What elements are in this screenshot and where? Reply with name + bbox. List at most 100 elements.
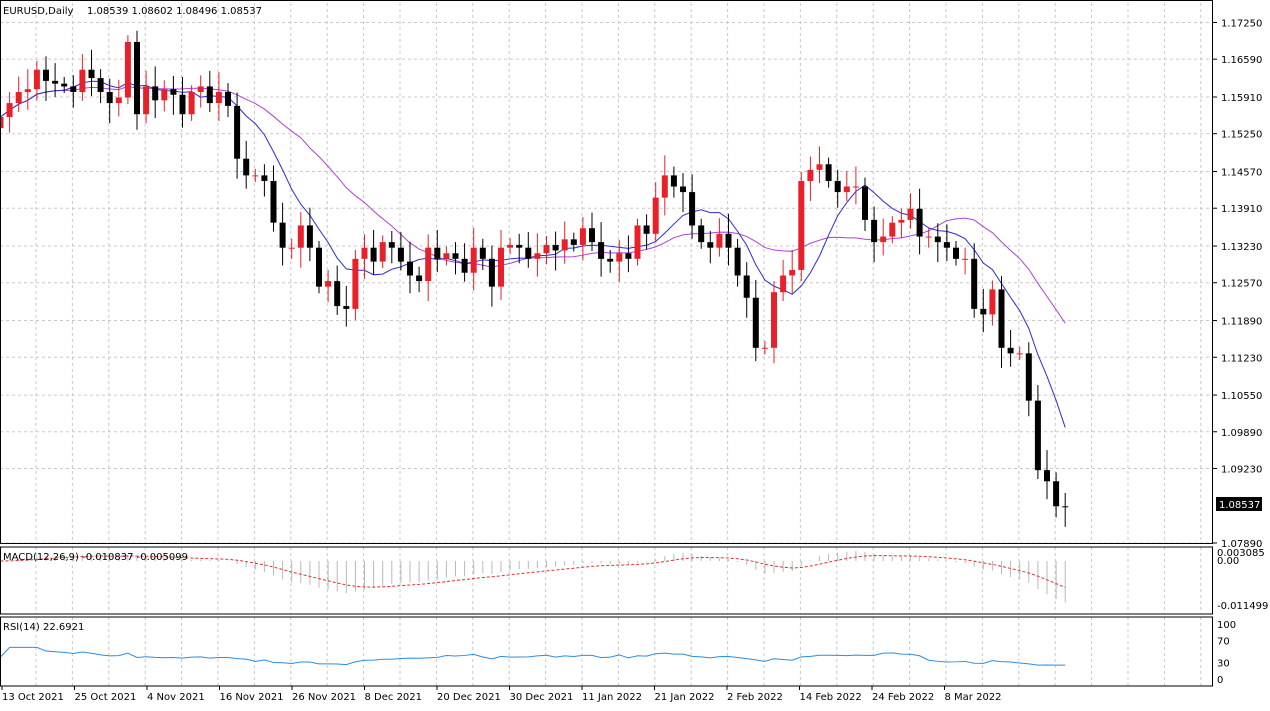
candle-body — [197, 86, 204, 92]
candle — [579, 217, 586, 261]
candle — [97, 69, 104, 104]
candle-body — [825, 164, 832, 181]
candle — [152, 66, 159, 119]
candle-body — [998, 289, 1005, 348]
price-tick-label: 1.09230 — [1221, 464, 1262, 475]
candle-body — [980, 308, 987, 315]
candle — [61, 76, 68, 94]
macd-tick-label: -0.011499 — [1217, 601, 1268, 612]
candle-body — [625, 253, 632, 259]
moving-averages — [0, 80, 1066, 428]
candle — [215, 71, 222, 121]
candle-body — [352, 258, 359, 309]
candle-body — [1016, 353, 1023, 355]
candle-body — [234, 105, 241, 159]
candle — [179, 76, 186, 128]
candle-body — [616, 253, 623, 262]
candle — [134, 30, 140, 130]
candle-body — [79, 69, 86, 92]
candle — [789, 249, 796, 294]
candle-body — [470, 247, 477, 273]
candle — [297, 212, 304, 268]
candle-body — [761, 347, 768, 349]
candle — [43, 56, 49, 101]
candle — [670, 166, 677, 198]
candle-body — [652, 197, 659, 234]
candle-body — [598, 242, 605, 259]
candle — [816, 146, 823, 184]
candle-body — [680, 186, 686, 193]
candle-body — [461, 258, 468, 273]
candle — [570, 232, 577, 252]
candle — [980, 288, 987, 333]
candle-body — [179, 94, 186, 115]
candle — [206, 70, 213, 113]
time-tick-label: 24 Feb 2022 — [872, 692, 934, 703]
candle — [752, 279, 759, 362]
time-tick-label: 14 Feb 2022 — [800, 692, 862, 703]
candle — [880, 218, 887, 256]
candle — [334, 265, 341, 315]
candle — [352, 249, 359, 320]
current-price-label: 1.08537 — [1219, 500, 1260, 511]
candle-body — [288, 247, 295, 249]
candle-body — [225, 91, 231, 106]
candle — [761, 341, 768, 355]
candle — [343, 286, 350, 327]
candle-body — [43, 69, 49, 81]
price-axis: 1.17250 1.16590 1.15910 1.15250 1.14570 1.139… — [1213, 18, 1262, 550]
candle-body — [188, 91, 195, 115]
candle-body — [834, 180, 841, 193]
candle-body — [161, 89, 168, 101]
candle — [124, 35, 131, 105]
candle-body — [70, 86, 77, 92]
candle — [616, 239, 623, 282]
candle — [461, 243, 468, 282]
candle-body — [589, 228, 595, 243]
candle — [561, 221, 568, 264]
candle — [325, 269, 332, 303]
candles — [0, 30, 1069, 527]
candle — [534, 233, 541, 277]
candle-body — [862, 186, 868, 220]
candle-body — [61, 83, 68, 87]
candle-body — [780, 275, 787, 293]
time-tick-label: 26 Nov 2021 — [292, 692, 356, 703]
candle — [498, 229, 504, 300]
rsi-tick-label: 70 — [1217, 637, 1230, 648]
time-tick-label: 8 Mar 2022 — [945, 692, 1002, 703]
rsi-panel-frame — [0, 616, 1213, 687]
ma-slow-line — [0, 85, 1066, 324]
candle-body — [407, 261, 413, 276]
candle — [661, 155, 668, 216]
candle-body — [725, 233, 732, 248]
candle — [452, 242, 459, 275]
candle-body — [33, 69, 40, 90]
candle-body — [152, 86, 159, 101]
candle-body — [325, 281, 332, 287]
candle — [543, 236, 550, 265]
candle — [443, 246, 450, 266]
price-tick-label: 1.11890 — [1221, 317, 1262, 328]
candle — [170, 75, 177, 115]
candle — [771, 281, 777, 364]
candle — [625, 235, 632, 273]
candle — [734, 238, 741, 287]
price-tick-label: 1.14570 — [1221, 168, 1262, 179]
candle — [143, 70, 150, 124]
rsi-tick-label: 30 — [1217, 659, 1230, 670]
candle-body — [52, 80, 59, 84]
candle-body — [124, 41, 131, 98]
candle — [716, 218, 723, 257]
candle-body — [1007, 347, 1014, 354]
candle-body — [316, 247, 322, 287]
candle-body — [880, 236, 887, 243]
candle-body — [798, 180, 805, 270]
chart-title: EURUSD,Daily — [3, 6, 74, 17]
candle — [916, 188, 923, 255]
time-tick-label: 25 Oct 2021 — [75, 692, 137, 703]
time-tick-label: 16 Nov 2021 — [220, 692, 284, 703]
candle — [843, 170, 850, 201]
candle-body — [361, 247, 368, 259]
